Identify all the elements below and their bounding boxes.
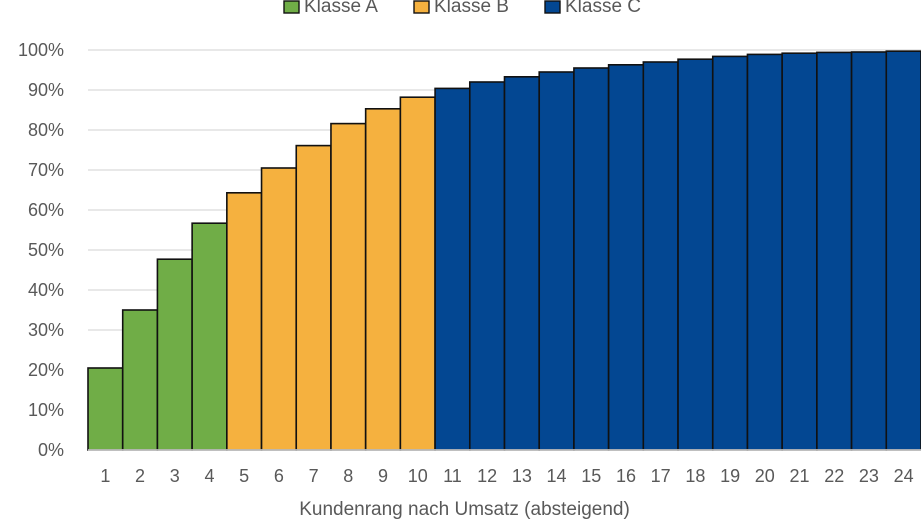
x-tick-label: 10 (408, 466, 428, 486)
y-tick-label: 40% (28, 280, 64, 300)
bar-15 (573, 67, 610, 451)
legend-swatch-b (413, 0, 430, 14)
x-tick-label: 11 (443, 466, 462, 486)
bar-21 (781, 52, 818, 451)
x-tick-label: 9 (378, 466, 388, 486)
x-tick-label: 2 (135, 466, 145, 486)
bar-4 (191, 222, 228, 451)
bar-7 (295, 144, 332, 451)
y-axis-ticks: 0% 10% 20% 30% 40% 50% 60% 70% 80% 90% 100% (18, 40, 64, 460)
x-tick-label: 22 (824, 466, 844, 486)
y-tick-label: 80% (28, 120, 64, 140)
x-tick-label: 7 (309, 466, 319, 486)
y-tick-label: 20% (28, 360, 64, 380)
bar-19 (711, 55, 749, 451)
bar-6 (260, 167, 298, 451)
bar-16 (607, 64, 645, 451)
x-tick-label: 14 (547, 466, 567, 486)
x-tick-label: 20 (755, 466, 775, 486)
x-tick-label: 8 (343, 466, 353, 486)
legend-swatch-a (283, 0, 300, 14)
bar-1 (87, 367, 124, 451)
bar-12 (468, 81, 506, 451)
x-tick-label: 1 (100, 466, 110, 486)
y-tick-label: 0% (38, 440, 64, 460)
bar-22 (816, 51, 853, 451)
x-tick-label: 6 (274, 466, 284, 486)
x-tick-label: 21 (790, 466, 810, 486)
bar-8 (330, 122, 367, 451)
legend: Klasse A Klasse B Klasse C (283, 0, 641, 17)
y-tick-label: 70% (28, 160, 64, 180)
x-tick-label: 15 (581, 466, 601, 486)
bar-18 (677, 58, 714, 451)
x-tick-label: 16 (616, 466, 636, 486)
x-tick-label: 24 (894, 466, 914, 486)
x-tick-label: 5 (239, 466, 249, 486)
x-axis-title: Kundenrang nach Umsatz (absteigend) (299, 499, 630, 519)
legend-label-b: Klasse B (434, 0, 509, 17)
bar-20 (746, 53, 783, 451)
bar-11 (434, 87, 471, 451)
bars (87, 50, 921, 451)
y-tick-label: 90% (28, 80, 64, 100)
bar-17 (642, 61, 679, 451)
y-tick-label: 30% (28, 320, 64, 340)
x-tick-label: 13 (512, 466, 532, 486)
y-tick-label: 100% (18, 40, 64, 60)
x-tick-label: 3 (170, 466, 180, 486)
bar-23 (850, 51, 888, 451)
legend-swatch-c (544, 0, 561, 14)
x-axis-ticks: 1 2 3 4 5 6 7 8 9 10 11 12 13 14 15 16 17 18 19 20 21 22 23 24 (100, 466, 913, 486)
x-tick-label: 17 (651, 466, 671, 486)
bar-9 (364, 108, 402, 451)
bar-24 (885, 50, 921, 451)
y-tick-label: 10% (28, 400, 64, 420)
y-tick-label: 60% (28, 200, 64, 220)
x-tick-label: 23 (859, 466, 879, 486)
bar-2 (121, 309, 159, 451)
x-tick-label: 12 (477, 466, 497, 486)
x-tick-label: 19 (720, 466, 740, 486)
bar-5 (226, 192, 263, 451)
bar-13 (503, 76, 541, 451)
x-tick-label: 18 (685, 466, 705, 486)
bar-3 (156, 258, 193, 451)
y-tick-label: 50% (28, 240, 64, 260)
bar-10 (399, 96, 436, 451)
legend-label-c: Klasse C (565, 0, 641, 17)
bar-14 (538, 71, 575, 451)
x-tick-label: 4 (204, 466, 214, 486)
legend-label-a: Klasse A (304, 0, 378, 17)
